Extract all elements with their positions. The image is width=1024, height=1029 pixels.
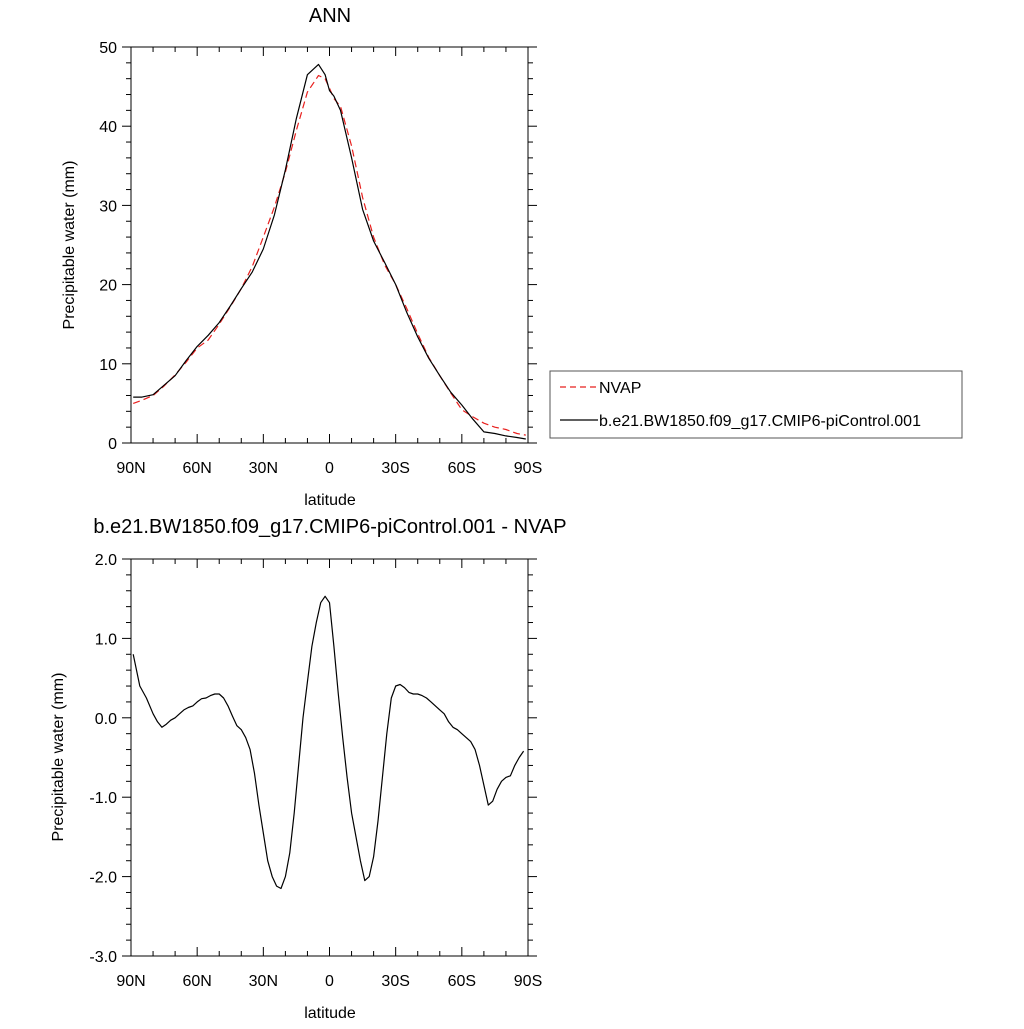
series-line-difference — [132, 595, 525, 890]
series-line-model — [133, 63, 526, 440]
bottom-y-tick-labels: 2.0 1.0 0.0 -1.0 -2.0 -3.0 — [89, 552, 117, 966]
top-plot-lines — [132, 63, 526, 440]
top-x-tick-labels: 90N 60N 30N 0 30S 60S 90S — [116, 460, 542, 477]
y-tick-label: -1.0 — [89, 790, 117, 807]
top-y-axis-label: Precipitable water (mm) — [61, 161, 78, 330]
panel-top-annual-mean: ANN 0 10 20 30 40 50 90N 60N 30N 0 30S 60S 90S Prec… — [61, 5, 963, 509]
panel-bottom-difference: b.e21.BW1850.f09_g17.CMIP6-piControl.001… — [50, 516, 567, 1022]
y-tick-label: 20 — [99, 278, 117, 295]
x-tick-label: 30N — [249, 460, 278, 477]
bottom-plot-frame — [130, 558, 529, 957]
y-tick-label: 40 — [99, 119, 117, 136]
y-tick-label: -3.0 — [89, 949, 117, 966]
x-tick-label: 0 — [325, 460, 334, 477]
y-tick-label: 2.0 — [95, 552, 117, 569]
y-tick-label: 0.0 — [95, 711, 117, 728]
top-chart-title: ANN — [309, 5, 351, 27]
y-tick-label: -2.0 — [89, 870, 117, 887]
y-tick-label: 50 — [99, 40, 117, 57]
x-tick-label: 60N — [182, 460, 211, 477]
x-tick-label: 60S — [448, 973, 476, 990]
top-y-tick-labels: 0 10 20 30 40 50 — [99, 40, 117, 453]
bottom-x-tick-labels: 90N 60N 30N 0 30S 60S 90S — [116, 973, 542, 990]
x-tick-label: 30S — [381, 973, 409, 990]
x-tick-label: 60S — [448, 460, 476, 477]
y-tick-label: 1.0 — [95, 631, 117, 648]
y-tick-label: 10 — [99, 357, 117, 374]
x-tick-label: 0 — [325, 973, 334, 990]
x-tick-label: 90N — [116, 460, 145, 477]
bottom-y-axis-label: Precipitable water (mm) — [50, 673, 67, 842]
x-tick-label: 30N — [249, 973, 278, 990]
legend-box — [549, 370, 963, 439]
y-tick-label: 30 — [99, 198, 117, 215]
x-tick-label: 90S — [514, 460, 542, 477]
x-tick-label: 60N — [182, 973, 211, 990]
series-line-nvap — [132, 74, 526, 436]
bottom-x-axis-label: latitude — [304, 1005, 356, 1022]
bottom-chart-title: b.e21.BW1850.f09_g17.CMIP6-piControl.001… — [93, 516, 566, 538]
top-x-axis-label: latitude — [304, 492, 356, 509]
top-plot-frame — [130, 46, 529, 444]
x-tick-label: 90S — [514, 973, 542, 990]
y-tick-label: 0 — [108, 436, 117, 453]
bottom-plot-lines — [132, 595, 525, 890]
x-tick-label: 90N — [116, 973, 145, 990]
x-tick-label: 30S — [381, 460, 409, 477]
legend-label-model: b.e21.BW1850.f09_g17.CMIP6-piControl.001 — [599, 413, 921, 430]
legend: NVAP b.e21.BW1850.f09_g17.CMIP6-piContro… — [549, 370, 963, 439]
legend-label-nvap: NVAP — [599, 380, 641, 397]
